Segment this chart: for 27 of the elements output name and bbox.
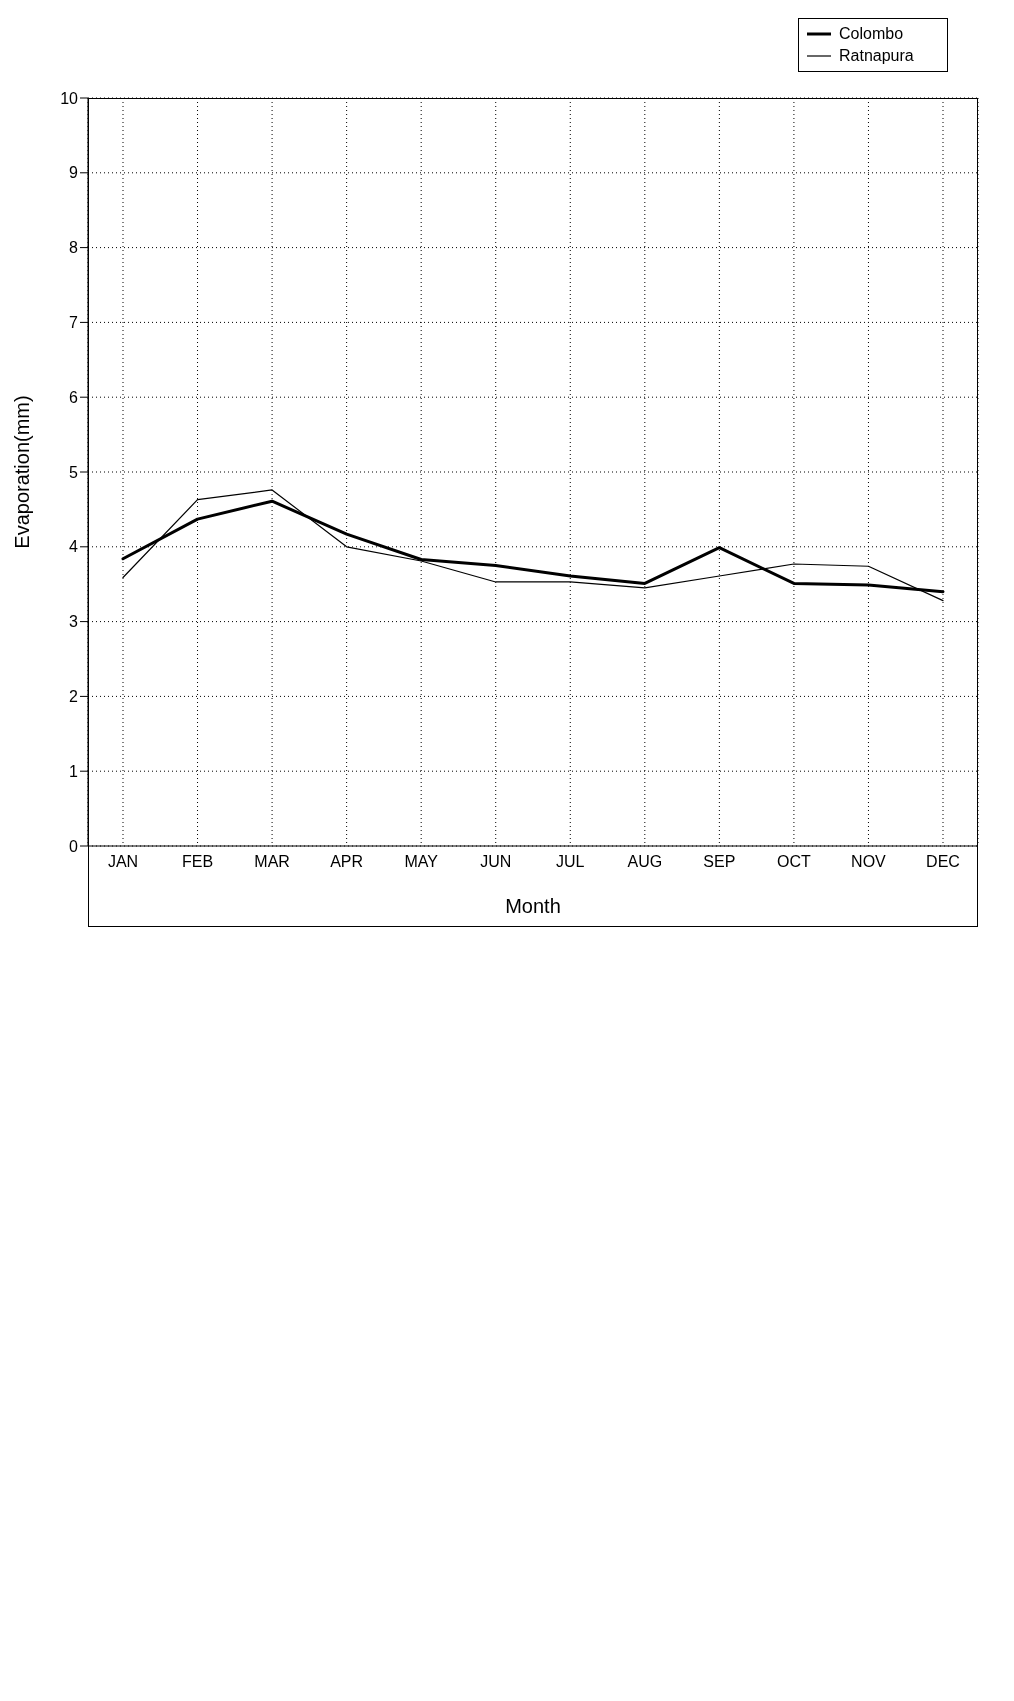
y-tick-label: 0 [69,837,79,855]
y-tick-label: 8 [69,239,79,257]
x-tick-label: JUL [556,853,585,871]
x-tick-label: NOV [851,853,887,871]
x-axis-title: Month [505,895,561,917]
y-tick-label: 1 [69,762,79,780]
y-tick-label: 7 [69,314,79,332]
x-tick-label: SEP [703,853,736,871]
x-tick-label: AUG [627,853,663,871]
y-tick-label: 2 [69,688,79,706]
y-tick-label: 3 [69,613,79,631]
x-tick-label: JAN [107,853,139,871]
x-tick-label: MAR [254,853,290,871]
legend-label: Ratnapura [839,46,914,66]
y-axis-title: Evaporation(mm) [11,395,34,549]
x-tick-label: APR [330,853,364,871]
x-tick-label: MAY [404,853,439,871]
x-tick-label: JUN [480,853,512,871]
x-tick-label: FEB [181,853,214,871]
y-tick-label: 4 [69,538,79,556]
x-tick-label: OCT [777,853,812,871]
y-tick-label: 6 [69,388,79,406]
y-tick-label: 9 [69,164,79,182]
y-tick-label: 10 [60,89,79,107]
x-tick-label: DEC [926,853,960,871]
y-tick-label: 5 [69,463,79,481]
legend-label: Colombo [839,24,904,44]
